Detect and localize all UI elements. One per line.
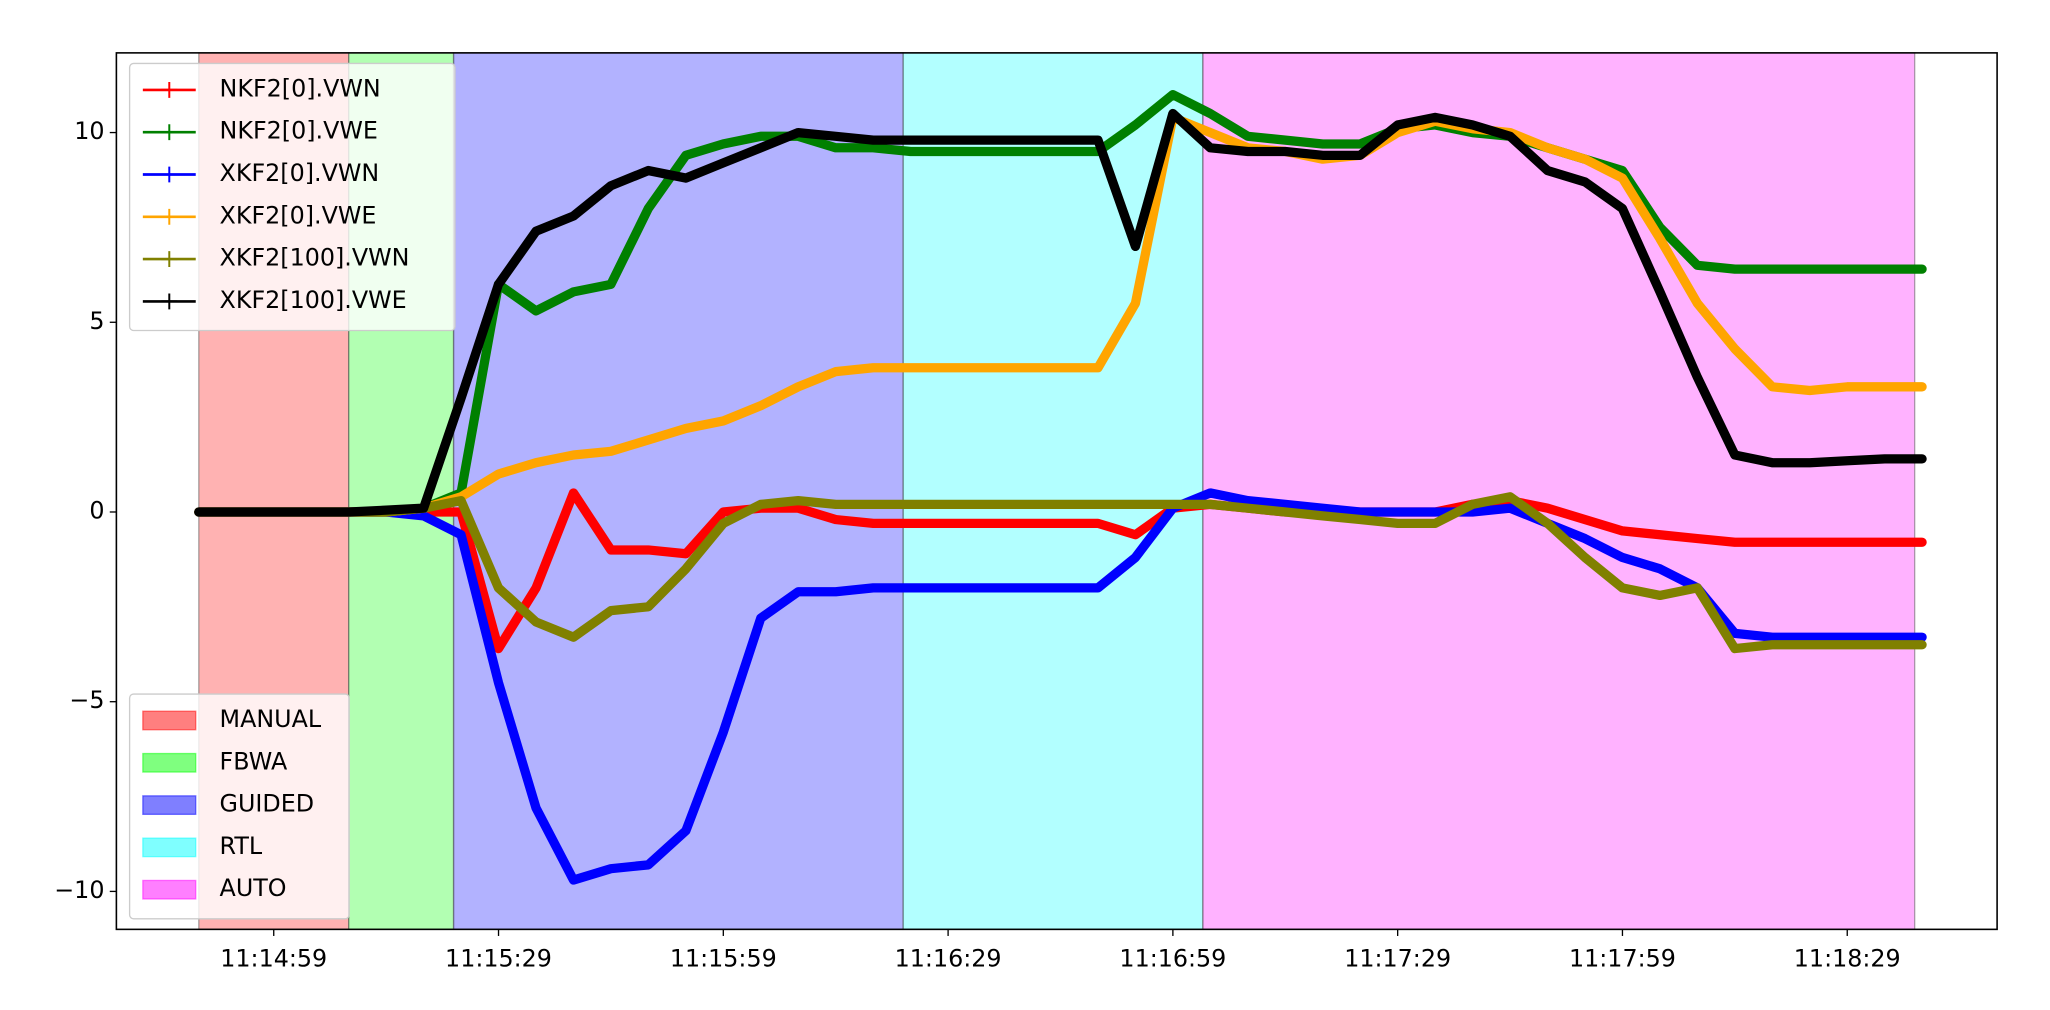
legend-swatch <box>142 752 197 773</box>
x-tick-label: 11:18:29 <box>1794 944 1901 972</box>
legend-marker <box>161 208 178 225</box>
x-tick-label: 11:17:29 <box>1344 944 1451 972</box>
series-line <box>194 488 1927 654</box>
x-tick-label: 11:15:59 <box>670 944 777 972</box>
legend-swatch <box>142 879 197 900</box>
line-layer <box>194 90 1927 885</box>
mode-span <box>1202 52 1916 931</box>
legend-label: XKF2[100].VWE <box>220 286 407 314</box>
legend-label: XKF2[100].VWN <box>220 244 410 272</box>
legend-box <box>128 62 456 332</box>
x-tick-label: 11:17:59 <box>1569 944 1676 972</box>
series-line <box>194 488 1927 885</box>
legend-label: MANUAL <box>220 705 322 733</box>
legend-marker <box>161 293 178 310</box>
legend-swatch <box>142 710 197 731</box>
legend-marker <box>161 251 178 268</box>
mode-span <box>452 52 904 931</box>
legend-box <box>128 693 350 920</box>
legend-swatch <box>142 837 197 858</box>
series-line <box>194 90 1927 517</box>
legend-label: FBWA <box>220 747 288 775</box>
y-tick-label: 5 <box>89 307 104 335</box>
y-tick-label: 0 <box>89 496 104 524</box>
legend-label: NKF2[0].VWN <box>220 74 381 102</box>
series-line <box>194 108 1927 517</box>
y-tick-label: −10 <box>54 876 104 904</box>
legend-marker <box>161 166 178 183</box>
y-tick-label: 10 <box>74 117 104 145</box>
x-tick-label: 11:16:29 <box>895 944 1002 972</box>
series-line <box>194 492 1927 654</box>
x-tick-label: 11:15:29 <box>445 944 552 972</box>
axes-frame <box>115 52 1998 931</box>
x-tick-label: 11:16:59 <box>1119 944 1226 972</box>
legend-marker <box>161 124 178 141</box>
series-line <box>194 112 1927 517</box>
legend-swatch <box>142 795 197 816</box>
legend-marker <box>161 81 178 98</box>
legend-label: GUIDED <box>220 790 315 818</box>
legend-layer: NKF2[0].VWN NKF2[0].VWE XKF2[0].VWN XKF2[0]… <box>128 62 456 920</box>
axis-layer: −10 −5 0 5 10 11:14:59 11:15:29 11:15:59 11:16:2… <box>54 117 1900 972</box>
legend-label: XKF2[0].VWE <box>220 201 377 229</box>
legend-label: RTL <box>220 832 263 860</box>
legend-label: AUTO <box>220 874 287 902</box>
x-tick-label: 11:14:59 <box>220 944 327 972</box>
y-tick-label: −5 <box>69 686 104 714</box>
legend-label: XKF2[0].VWN <box>220 159 380 187</box>
legend-label: NKF2[0].VWE <box>220 117 378 145</box>
